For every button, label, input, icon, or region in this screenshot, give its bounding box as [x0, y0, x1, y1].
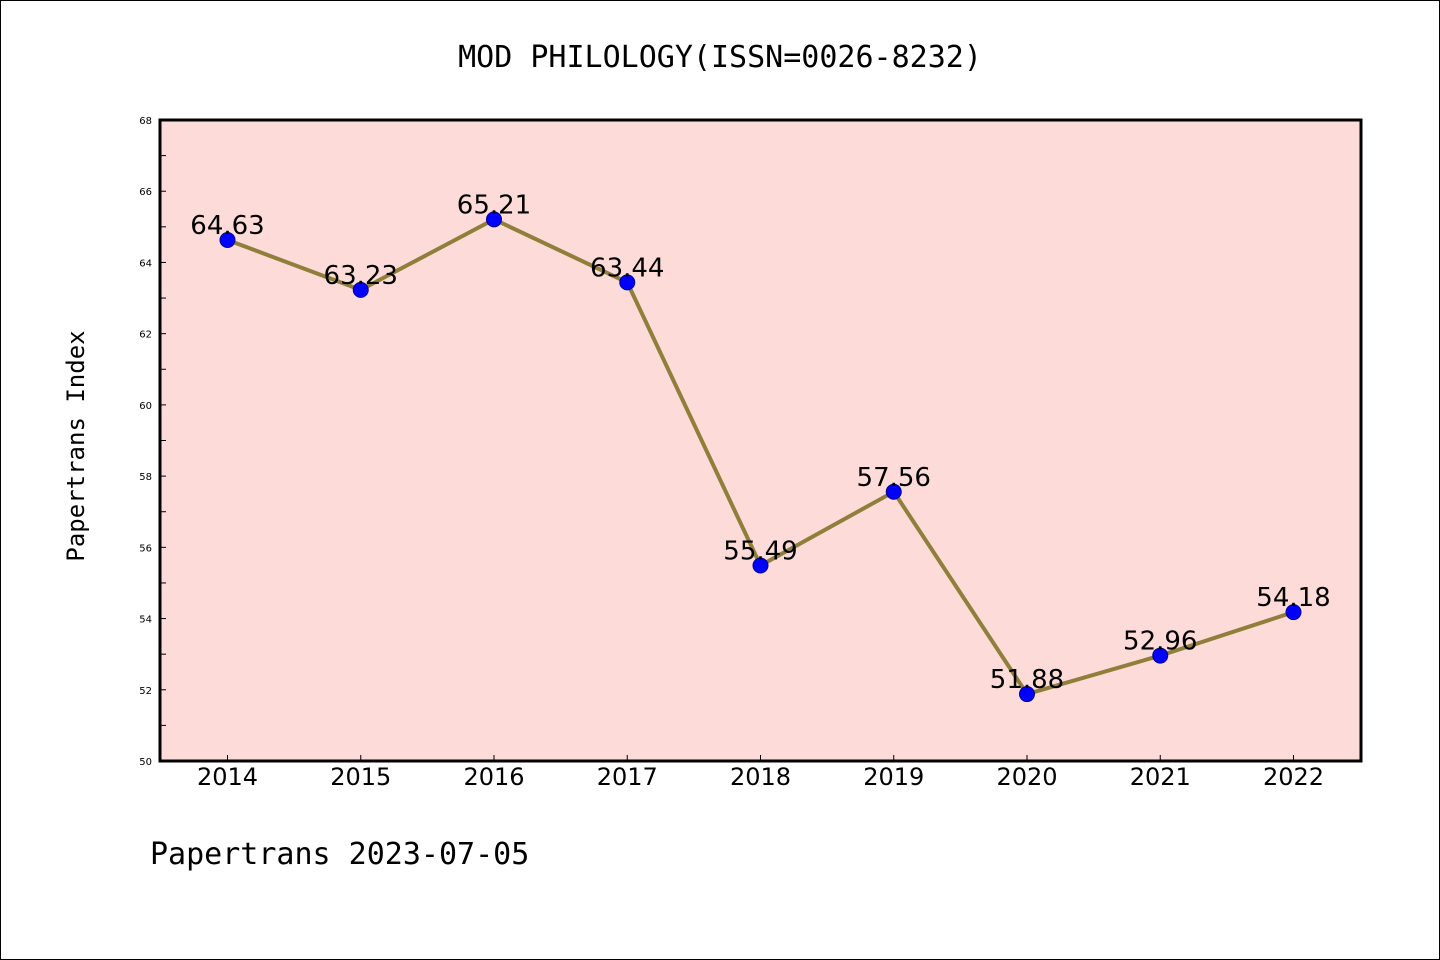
y-tick-label: 54 — [139, 615, 152, 626]
data-point — [486, 211, 502, 228]
data-label: 52.96 — [1123, 627, 1197, 657]
y-tick-label: 62 — [139, 330, 152, 341]
data-label: 65.21 — [457, 190, 531, 220]
footer-text: Papertrans 2023-07-05 — [150, 837, 529, 872]
y-tick-label: 66 — [139, 187, 152, 198]
x-tick-label: 2016 — [463, 763, 524, 791]
y-axis-label: Papertrans Index — [62, 330, 90, 561]
data-label: 54.18 — [1256, 583, 1330, 613]
chart-title: MOD PHILOLOGY(ISSN=0026-8232) — [458, 40, 982, 75]
y-tick-label: 52 — [139, 686, 152, 697]
data-label: 63.44 — [590, 253, 664, 283]
plot-area — [160, 120, 1361, 761]
y-tick-label: 50 — [139, 757, 152, 768]
data-point — [1152, 647, 1169, 664]
data-label: 64.63 — [190, 211, 264, 241]
data-label: 63.23 — [324, 261, 398, 291]
data-label: 57.56 — [857, 463, 931, 493]
plot-border — [158, 118, 1363, 763]
y-tick-label: 68 — [139, 116, 152, 127]
x-tick-label: 2020 — [996, 763, 1057, 791]
x-tick-label: 2019 — [863, 763, 924, 791]
data-point — [352, 281, 369, 298]
data-label: 55.49 — [723, 536, 797, 566]
y-tick-label: 56 — [139, 543, 152, 554]
y-tick-label: 64 — [139, 258, 152, 269]
y-axis: 50 52 54 56 58 60 62 64 66 68 — [139, 116, 166, 768]
data-point — [219, 232, 236, 249]
x-tick-label: 2014 — [197, 763, 258, 791]
data-point — [1019, 686, 1035, 703]
data-point — [885, 483, 902, 500]
series-group: 64.63 63.23 65.21 63.44 55.49 57.56 51.88 52.96… — [190, 190, 1331, 703]
data-label: 51.88 — [990, 665, 1064, 695]
data-point — [752, 557, 769, 574]
x-tick-label: 2018 — [730, 763, 791, 791]
data-point — [619, 274, 636, 291]
x-tick-label: 2017 — [597, 763, 658, 791]
y-tick-label: 58 — [139, 472, 152, 483]
data-point — [1285, 604, 1302, 621]
x-axis: 2014 2015 2016 2017 2018 2019 2020 2021 2022 — [197, 755, 1324, 791]
x-tick-label: 2021 — [1130, 763, 1191, 791]
y-tick-label: 60 — [139, 401, 152, 412]
x-tick-label: 2022 — [1263, 763, 1324, 791]
x-tick-label: 2015 — [330, 763, 391, 791]
